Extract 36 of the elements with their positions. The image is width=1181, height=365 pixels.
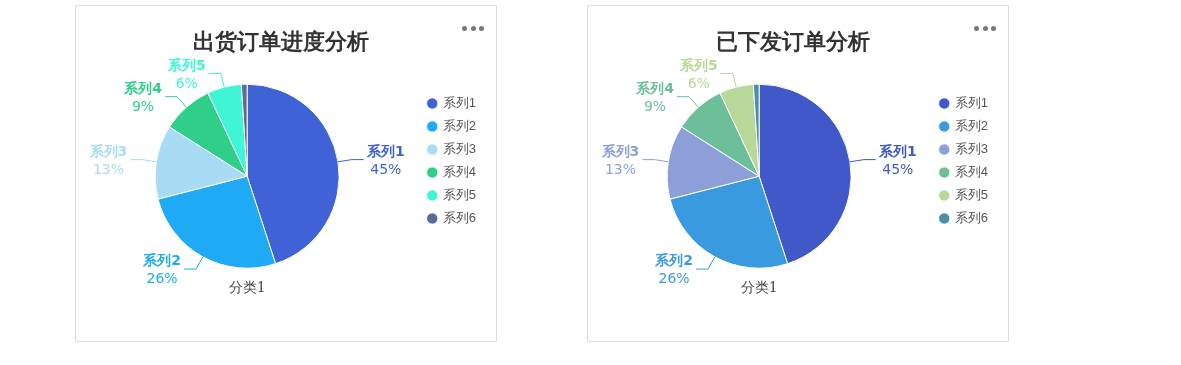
text: 分类1 (740, 279, 778, 296)
data-label: 13% (604, 160, 636, 177)
chart-title: 已下发订单分析 (716, 28, 870, 54)
legend-label: 系列5 (442, 187, 476, 203)
legend-label: 系列1 (442, 95, 476, 111)
data-label: 26% (658, 270, 690, 287)
legend-label: 系列4 (442, 164, 476, 180)
slice-label: 系列1 (877, 142, 917, 159)
legend-label: 系列2 (954, 118, 988, 134)
text: 分类1 (228, 279, 266, 296)
data-label: 13% (92, 160, 124, 177)
data-label: 9% (131, 97, 155, 114)
chart-title: 出货订单进度分析 (193, 28, 369, 54)
slice-label: 系列2 (142, 252, 181, 269)
slice-label: 系列5 (678, 56, 718, 73)
data-label: 45% (370, 160, 402, 177)
slice-label: 系列4 (123, 79, 163, 96)
legend-label: 系列3 (954, 141, 988, 157)
slice-label: 系列3 (600, 142, 640, 159)
slice-label: 系列1 (365, 142, 405, 159)
legend-label: 系列1 (954, 95, 988, 111)
slice-label: 系列5 (166, 56, 206, 73)
legend-label: 系列2 (442, 118, 476, 134)
slice-label: 系列2 (654, 252, 693, 269)
data-label: 45% (882, 160, 914, 177)
data-label: 6% (687, 74, 710, 91)
legend-label: 系列6 (954, 210, 988, 226)
slice-label: 系列4 (635, 79, 675, 96)
data-label: 6% (175, 74, 198, 91)
data-label: 26% (146, 270, 178, 287)
legend-label: 系列3 (442, 141, 476, 157)
legend-label: 系列4 (954, 164, 988, 180)
legend-label: 系列5 (954, 187, 988, 203)
legend-label: 系列6 (442, 210, 476, 226)
data-label: 9% (643, 97, 667, 114)
slice-label: 系列3 (88, 142, 128, 159)
